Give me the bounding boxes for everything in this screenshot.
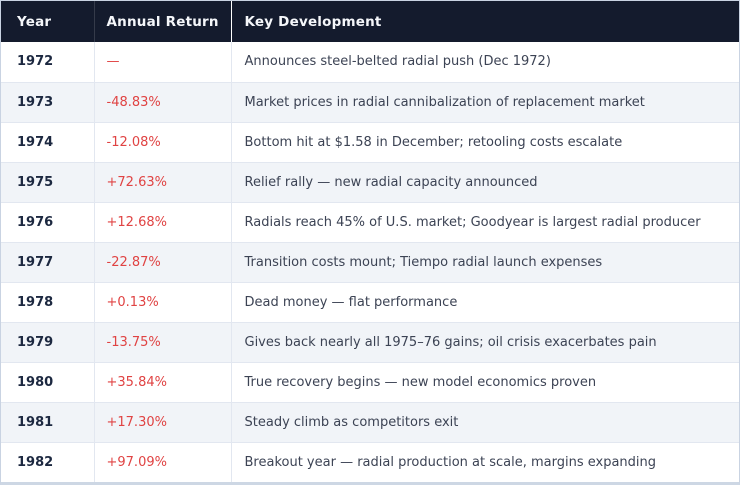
column-header-annual-return: Annual Return	[93, 1, 231, 42]
annual-return-cell: —	[93, 42, 231, 82]
key-development-cell: Transition costs mount; Tiempo radial la…	[230, 241, 739, 282]
table-row: 1981 +17.30% Steady climb as competitors e…	[1, 401, 739, 442]
key-development-cell: Relief rally — new radial capacity annou…	[230, 161, 739, 202]
key-development-cell: True recovery begins — new model economi…	[230, 361, 739, 402]
key-development-cell: Bottom hit at $1.58 in December; retooli…	[230, 121, 739, 162]
table-row: 1977 -22.87% Transition costs mount; Tiemp…	[1, 241, 739, 282]
table-row: 1975 +72.63% Relief rally — new radial cap…	[1, 161, 739, 202]
table-row: 1976 +12.68% Radials reach 45% of U.S. mar…	[1, 201, 739, 242]
header-row: Year Annual Return Key Development	[1, 1, 739, 42]
annual-return-cell: +0.13%	[93, 281, 231, 322]
table-header: Year Annual Return Key Development	[1, 1, 739, 42]
year-cell: 1972	[17, 54, 54, 70]
annual-return-cell: +17.30%	[93, 401, 231, 442]
key-development-cell: Announces steel-belted radial push (Dec …	[230, 42, 739, 82]
column-header-key-development: Key Development	[230, 1, 739, 42]
key-development-cell: Steady climb as competitors exit	[230, 401, 739, 442]
year-cell: 1978	[1, 281, 94, 322]
year-cell: 1976	[1, 201, 94, 242]
table-body: 1972 — Announces steel-belted radial push …	[1, 42, 739, 482]
key-development-cell: Market prices in radial cannibalization …	[230, 81, 739, 122]
year-cell: 1977	[1, 241, 94, 282]
year-cell: 1979	[1, 321, 94, 362]
column-header-year: Year	[1, 1, 94, 42]
year-cell: 1982	[1, 441, 94, 482]
year-cell: 1973	[1, 81, 94, 122]
table-row: 1973 -48.83% Market prices in radial canni…	[1, 81, 739, 122]
year-cell: 1974	[1, 121, 94, 162]
year-cell: 1980	[1, 361, 94, 402]
key-development-cell: Gives back nearly all 1975–76 gains; oil…	[230, 321, 739, 362]
annual-return-cell: -22.87%	[93, 241, 231, 282]
table-row: 1974 -12.08% Bottom hit at $1.58 in Decemb…	[1, 121, 739, 162]
annual-return-cell: +12.68%	[93, 201, 231, 242]
annual-return-cell: -12.08%	[93, 121, 231, 162]
key-development-cell: Breakout year — radial production at sca…	[230, 441, 739, 482]
annual-return-cell: +97.09%	[93, 441, 231, 482]
annual-return-cell: -48.83%	[93, 81, 231, 122]
table-row: 1980 +35.84% True recovery begins — new mo…	[1, 361, 739, 402]
table-row: 1972 — Announces steel-belted radial push …	[1, 42, 739, 82]
annual-return-cell: +72.63%	[93, 161, 231, 202]
annual-return-cell: -13.75%	[93, 321, 231, 362]
table-row: 1982 +97.09% Breakout year — radial produc…	[1, 441, 739, 482]
key-development-cell: Dead money — flat performance	[230, 281, 739, 322]
key-development-cell: Radials reach 45% of U.S. market; Goodye…	[230, 201, 739, 242]
table-row: 1979 -13.75% Gives back nearly all 1975–76…	[1, 321, 739, 362]
year-cell: 1975	[1, 161, 94, 202]
year-cell: 1981	[1, 401, 94, 442]
annual-return-cell: +35.84%	[93, 361, 231, 402]
table-row: 1978 +0.13% Dead money — flat performance	[1, 281, 739, 322]
